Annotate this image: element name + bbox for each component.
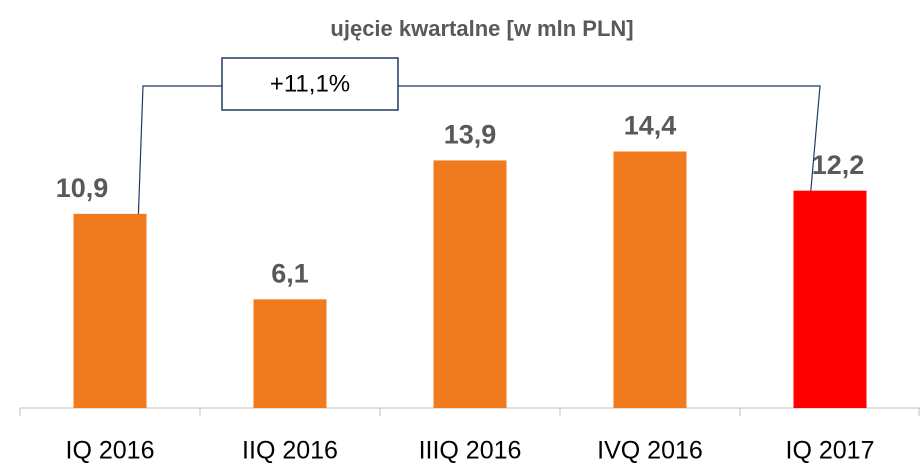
bar <box>433 160 507 408</box>
value-label: 6,1 <box>271 258 309 288</box>
change-bracket <box>137 85 821 227</box>
annotation-box <box>221 57 399 111</box>
x-tick-label: IQ 2017 <box>786 437 875 465</box>
x-tick-label: IVQ 2016 <box>597 437 703 465</box>
value-label: 10,9 <box>56 173 109 203</box>
chart-title: ujęcie kwartalne [w mln PLN] <box>330 16 633 41</box>
annotation: +11,1% <box>270 70 350 97</box>
bar <box>253 299 327 408</box>
x-tick-label: IIIQ 2016 <box>419 437 522 465</box>
value-label: 14,4 <box>624 111 677 141</box>
bar <box>613 151 687 408</box>
x-tick-label: IIQ 2016 <box>242 437 338 465</box>
x-tick-label: IQ 2016 <box>66 437 155 465</box>
bar <box>793 190 867 408</box>
value-label: 13,9 <box>444 120 497 150</box>
bar <box>73 213 147 408</box>
value-label: 12,2 <box>812 150 865 180</box>
